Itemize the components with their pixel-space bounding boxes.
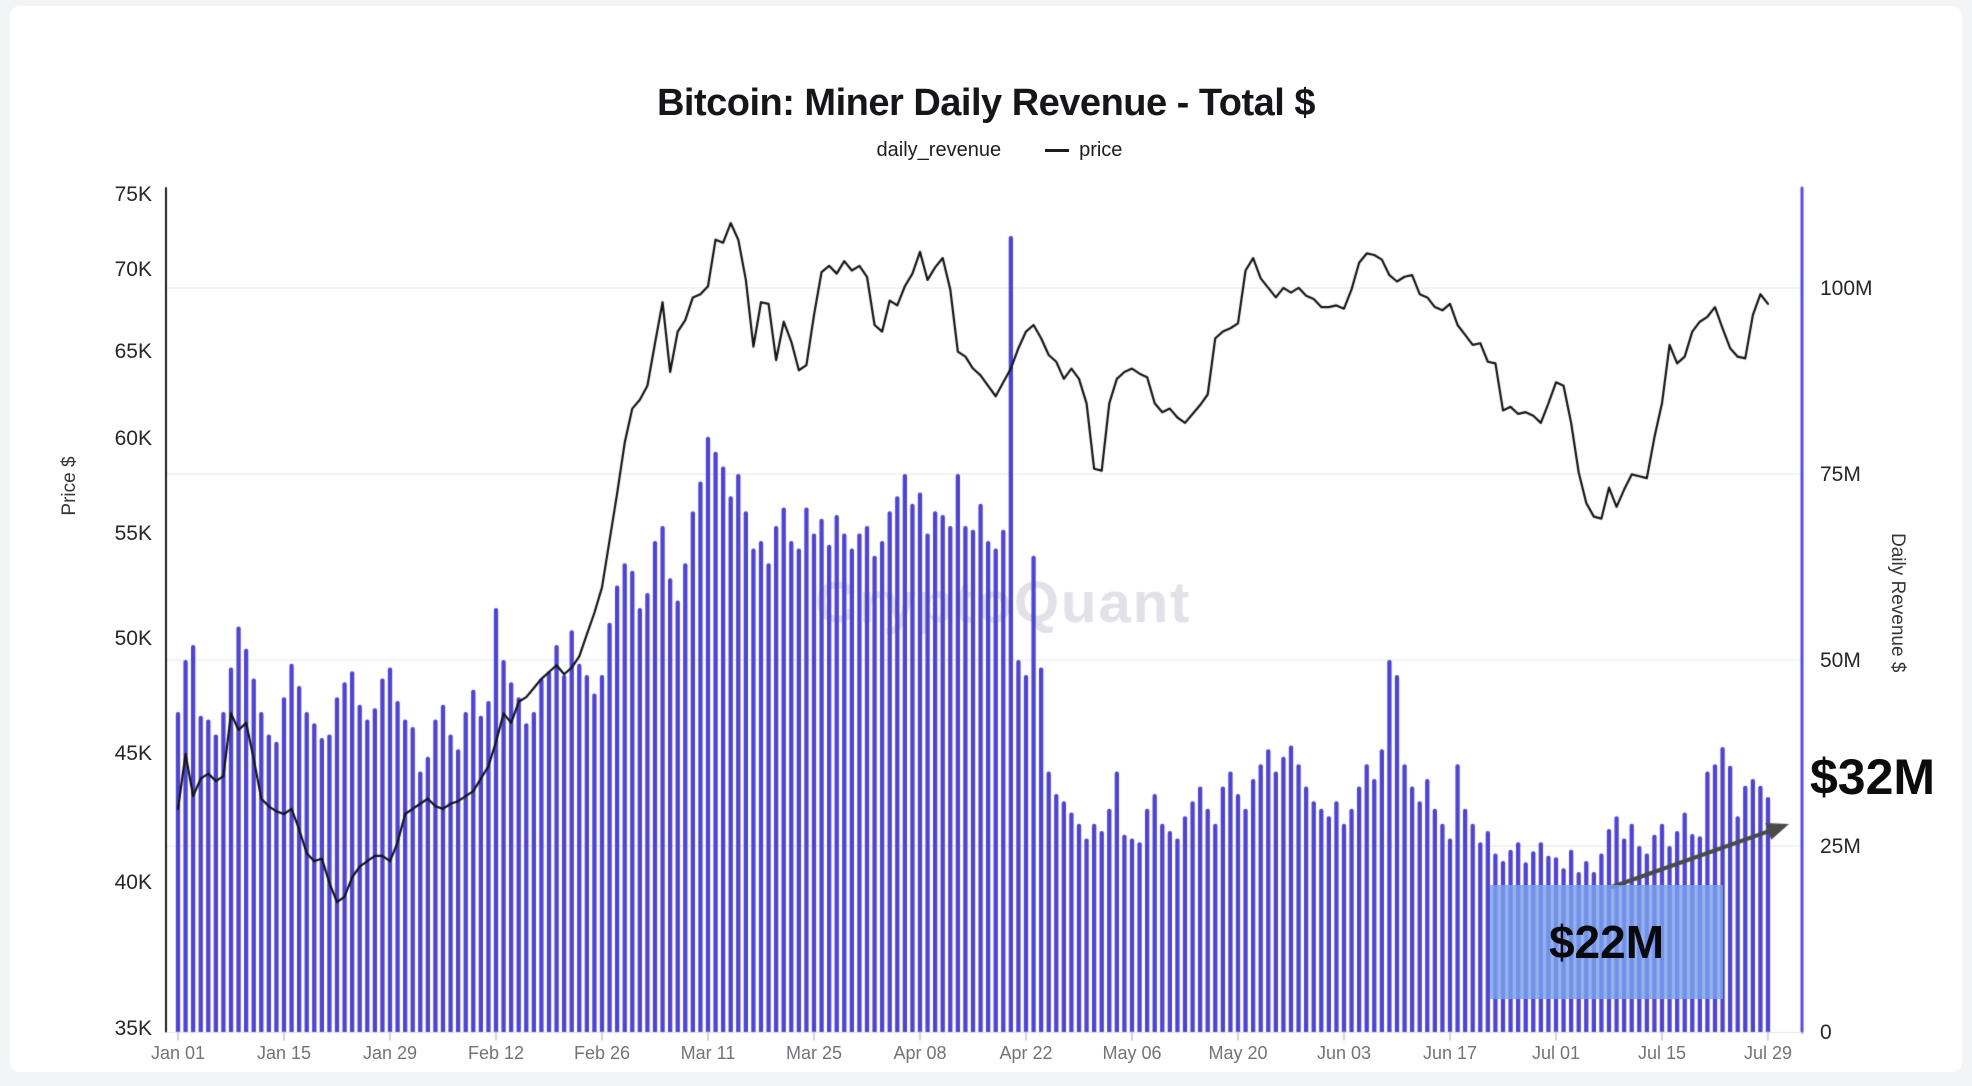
x-axis-tick-label: Jan 01	[150, 1043, 206, 1063]
revenue-axis-tick-label: 0	[1820, 1021, 1832, 1044]
x-axis-tick-label: Feb 26	[573, 1043, 630, 1063]
x-axis-tick-label: Apr 22	[999, 1043, 1053, 1063]
annotation-32m-label: $32M	[1810, 749, 1936, 805]
right-axis-title: Daily Revenue $	[1887, 533, 1908, 673]
x-axis-tick-label: Jun 17	[1422, 1043, 1477, 1063]
legend: daily_revenue price	[0, 136, 1972, 164]
legend-item-daily-revenue[interactable]: daily_revenue	[850, 139, 1002, 162]
x-axis-tick-label: Mar 11	[680, 1043, 736, 1063]
price-axis-tick-label: 65K	[114, 339, 152, 363]
x-axis-tick-label: May 20	[1208, 1043, 1268, 1063]
legend-price-label: price	[1079, 138, 1123, 161]
x-axis-tick-label: Jul 29	[1743, 1043, 1792, 1063]
x-axis-tick-label: Jun 03	[1316, 1043, 1371, 1063]
x-axis-tick-label: Mar 25	[785, 1043, 842, 1063]
price-axis-tick-label: 60K	[114, 427, 152, 451]
legend-daily-revenue-label: daily_revenue	[876, 138, 1002, 161]
left-axis-title: Price $	[59, 456, 80, 516]
x-axis-tick-label: Jul 15	[1637, 1043, 1686, 1063]
revenue-axis-tick-label: 75M	[1820, 463, 1861, 486]
x-axis-tick-label: Jul 01	[1531, 1043, 1580, 1063]
x-axis-tick-label: Jan 15	[256, 1043, 311, 1063]
revenue-axis-tick-label: 50M	[1820, 649, 1861, 672]
chart-title: Bitcoin: Miner Daily Revenue - Total $	[656, 82, 1316, 124]
daily-revenue-dot-icon	[850, 142, 867, 159]
price-axis-tick-label: 75K	[114, 183, 152, 206]
x-axis-tick-label: Jan 29	[362, 1043, 417, 1063]
price-axis-tick-label: 45K	[114, 741, 152, 765]
annotation-22m-label: $22M	[1548, 916, 1665, 968]
price-axis-tick-label: 50K	[114, 626, 152, 650]
x-axis-tick-label: Feb 12	[467, 1043, 524, 1063]
x-axis-tick-label: May 06	[1102, 1043, 1162, 1063]
revenue-axis-tick-label: 25M	[1820, 835, 1861, 858]
legend-item-price[interactable]: price	[1011, 139, 1122, 162]
revenue-axis-tick-label: 100M	[1820, 277, 1873, 300]
x-axis-tick-label: Apr 08	[893, 1043, 947, 1063]
price-axis-tick-label: 70K	[114, 258, 152, 282]
price-axis-tick-label: 35K	[114, 1017, 152, 1040]
price-axis-tick-label: 40K	[114, 870, 152, 894]
price-line-icon	[1045, 148, 1070, 152]
price-axis-tick-label: 55K	[114, 522, 152, 546]
highlight-box-22m: $22M	[1490, 885, 1723, 999]
